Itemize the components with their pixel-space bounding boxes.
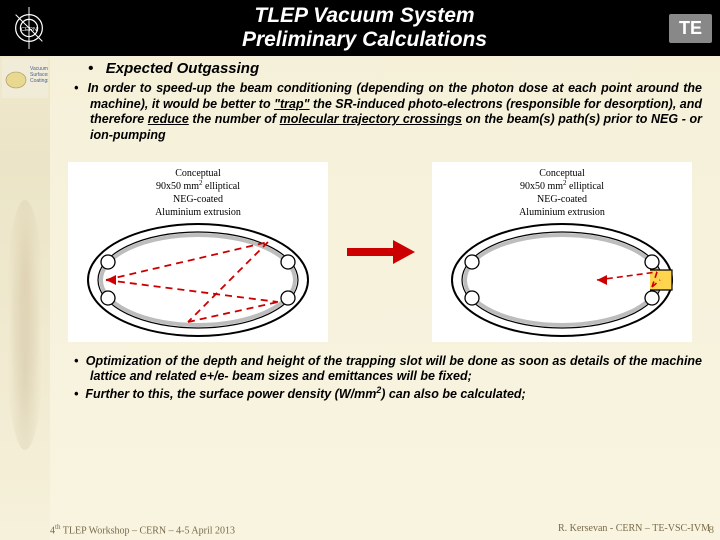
side-small-icon: Vacuum Surfaces Coatings [2,58,48,98]
title-line-1: TLEP Vacuum System [60,4,669,28]
svg-text:Aluminium extrusion: Aluminium extrusion [519,207,605,218]
page-title: TLEP Vacuum System Preliminary Calculati… [60,4,669,52]
center-arrow [340,237,420,267]
svg-text:90x50 mm2 elliptical: 90x50 mm2 elliptical [520,179,604,192]
bullet-expected-outgassing: • Expected Outgassing [88,60,702,77]
page-number: 8 [709,524,715,536]
title-line-2: Preliminary Calculations [60,28,669,52]
bullet-trap-text: • In order to speed-up the beam conditio… [74,81,702,144]
content-area: • Expected Outgassing • In order to spee… [50,56,710,520]
svg-text:Conceptual: Conceptual [539,168,585,179]
bullet-optimization: • Optimization of the depth and height o… [74,354,702,385]
figure-left: Conceptual 90x50 mm2 elliptical NEG-coat… [68,162,328,342]
bullet-further: • Further to this, the surface power den… [74,385,702,403]
footer: 4th TLEP Workshop – CERN – 4-5 April 201… [50,523,710,536]
te-badge: TE [669,14,712,43]
header-bar: CERN TLEP Vacuum System Preliminary Calc… [0,0,720,56]
fig-caption-2: 90x50 mm2 elliptical [156,179,240,192]
footer-left: 4th TLEP Workshop – CERN – 4-5 April 201… [50,523,235,536]
bullet1-text: Expected Outgassing [106,60,259,77]
cern-logo: CERN [8,7,50,49]
figure-right: Conceptual 90x50 mm2 elliptical NEG-coat… [432,162,692,342]
svg-text:NEG-coated: NEG-coated [537,194,587,205]
fig-caption-3: NEG-coated [173,194,223,205]
fig-caption-4: Aluminium extrusion [155,207,241,218]
fig-caption-1: Conceptual [175,168,221,179]
svg-text:CERN: CERN [21,27,37,33]
figures-row: Conceptual 90x50 mm2 elliptical NEG-coat… [58,162,702,342]
footer-right: R. Kersevan - CERN – TE-VSC-IVM [558,523,710,536]
arrow-icon [345,237,415,267]
svg-text:Coatings: Coatings [30,78,48,84]
